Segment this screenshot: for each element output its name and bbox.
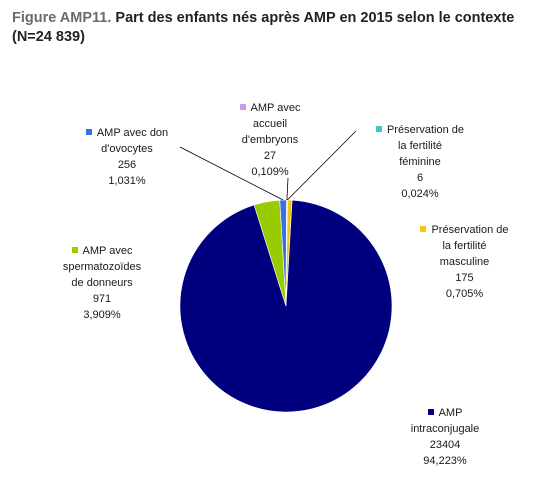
legend-marker-accueil-embryons [239, 104, 246, 110]
legend-marker-preservation-feminine [375, 126, 382, 132]
pie-slices [179, 199, 393, 413]
label-preservation-feminine: Préservation de la fertilité féminine 6 … [360, 122, 480, 202]
leader-lines [179, 130, 357, 201]
label-accueil-embryons: AMP avec accueil d'embryons 27 0,109% [215, 100, 325, 180]
leader-line-don-ovocytes [179, 146, 284, 201]
label-intraconjugale: AMP intraconjugale 23404 94,223% [410, 407, 480, 467]
legend-marker-don-ovocytes [85, 129, 92, 135]
legend-marker-intraconjugale [427, 409, 434, 415]
pie-slice-spermatozoides [253, 199, 287, 307]
legend-marker-spermatozoides [71, 247, 78, 253]
label-don-ovocytes: AMP avec don d'ovocytes 256 1,031% [72, 125, 182, 189]
chart-title: Figure AMP11. Part des enfants nés après… [12, 9, 537, 47]
pie-slice-intraconjugale [179, 199, 393, 413]
leader-line-preservation-feminine [287, 130, 357, 201]
label-preservation-masculine: Préservation de la fertilité masculine 1… [402, 222, 527, 302]
label-spermatozoides: AMP avec spermatozoïdes de donneurs 971 … [62, 245, 142, 321]
leader-line-accueil-embryons [286, 177, 289, 201]
figure-number: Figure AMP11. [12, 10, 112, 26]
title-count: (N=24 839) [12, 29, 85, 45]
legend-marker-preservation-masculine [420, 226, 427, 232]
title-text: Part des enfants nés après AMP en 2015 s… [111, 10, 515, 26]
